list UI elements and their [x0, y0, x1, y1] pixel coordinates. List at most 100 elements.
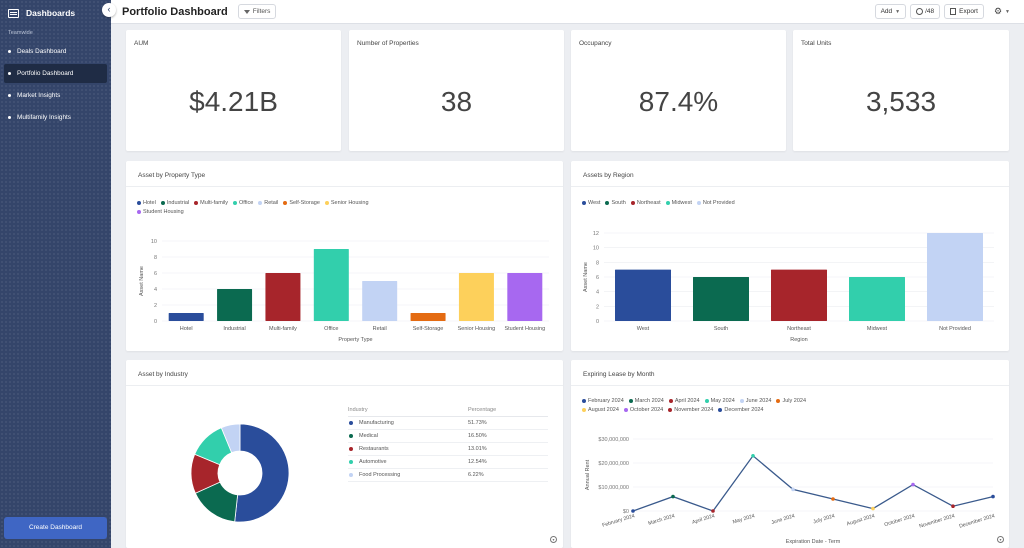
expiring-lease-chart: $0 $10,000,000 $20,000,000 $30,000,000 Febru…: [585, 437, 996, 545]
gear-icon: ⚙: [993, 6, 1003, 16]
bar[interactable]: [693, 277, 749, 321]
legend-item[interactable]: Northeast: [630, 198, 661, 207]
legend-item[interactable]: Retail: [258, 198, 278, 207]
data-point[interactable]: [991, 494, 995, 499]
data-point[interactable]: [711, 509, 715, 513]
bar[interactable]: [362, 281, 398, 321]
sidebar-item-portfolio[interactable]: Portfolio Dashboard: [4, 64, 107, 83]
legend-item[interactable]: Senior Housing: [324, 198, 369, 207]
bullet-icon: [8, 116, 11, 119]
x-tick-label: Northeast: [787, 326, 811, 332]
legend-item[interactable]: Self-Storage: [283, 198, 320, 207]
sidebar-item-deals[interactable]: Deals Dashboard: [4, 42, 107, 61]
sidebar-header: Dashboards: [0, 0, 111, 26]
x-tick-label: May 2024: [732, 513, 756, 525]
donut-slice[interactable]: [234, 423, 290, 523]
sidebar-item-label: Deals Dashboard: [17, 48, 67, 55]
bar[interactable]: [168, 313, 204, 321]
legend-item[interactable]: March 2024: [628, 396, 664, 405]
bar[interactable]: [927, 233, 983, 321]
filter-icon: [243, 9, 250, 14]
legend-item[interactable]: May 2024: [704, 396, 735, 405]
export-button[interactable]: Export: [944, 4, 984, 19]
y-tick-label: $30,000,000: [598, 437, 629, 443]
region-card: Assets by Region West South Northeast Midwe…: [571, 161, 1009, 351]
legend-label: June 2024: [745, 397, 772, 404]
donut-slice[interactable]: [220, 423, 241, 454]
legend-item[interactable]: Office: [232, 198, 253, 207]
collapse-sidebar-icon[interactable]: ‹: [102, 3, 116, 17]
data-point[interactable]: [951, 504, 955, 508]
bar[interactable]: [771, 269, 827, 321]
share-users-button[interactable]: /48: [910, 4, 941, 19]
legend-dot-icon: [696, 200, 701, 205]
industry-name: Medical: [359, 433, 378, 439]
legend-dot-icon: [349, 434, 353, 438]
bar[interactable]: [849, 277, 905, 321]
legend-dot-icon: [137, 209, 141, 214]
bar[interactable]: [615, 269, 671, 321]
table-row: Manufacturing 51.73%: [348, 417, 548, 430]
legend-item[interactable]: July 2024: [776, 396, 806, 405]
data-point[interactable]: [831, 497, 835, 501]
column-header-percentage: Percentage: [468, 406, 497, 413]
x-tick-label: November 2024: [919, 513, 956, 530]
bar[interactable]: [458, 273, 494, 321]
bar[interactable]: [507, 273, 543, 321]
legend-label: Hotel: [143, 199, 156, 206]
x-tick-label: Midwest: [867, 326, 888, 332]
legend-item[interactable]: Industrial: [160, 198, 189, 207]
create-dashboard-button[interactable]: Create Dashboard: [4, 517, 107, 539]
data-point[interactable]: [751, 454, 755, 458]
sidebar-item-multifamily-insights[interactable]: Multifamily Insights: [4, 108, 107, 127]
legend-item[interactable]: Midwest: [665, 198, 692, 207]
kpi-value: 3,533: [865, 86, 937, 117]
legend-item[interactable]: Hotel: [137, 198, 156, 207]
data-point[interactable]: [631, 509, 635, 513]
legend-item[interactable]: November 2024: [668, 405, 713, 414]
sidebar-item-market-insights[interactable]: Market Insights: [4, 86, 107, 105]
bar[interactable]: [217, 289, 253, 321]
legend-label: November 2024: [674, 406, 714, 413]
industry-donut-chart: [190, 423, 290, 523]
x-tick-label: July 2024: [813, 513, 836, 525]
legend-item[interactable]: February 2024: [582, 396, 624, 405]
filters-button[interactable]: Filters: [237, 4, 277, 19]
y-tick-label: 10: [151, 239, 157, 245]
industry-cell: Food Processing: [348, 472, 468, 478]
legend-dot-icon: [349, 460, 353, 464]
y-tick-label: 12: [593, 231, 599, 237]
legend-item[interactable]: West: [582, 198, 600, 207]
y-tick-label: $20,000,000: [598, 461, 629, 467]
add-button[interactable]: Add ▼: [874, 4, 907, 19]
data-point[interactable]: [911, 482, 915, 487]
industry-name: Food Processing: [359, 472, 401, 478]
settings-button[interactable]: ⚙ ▼: [987, 4, 1016, 19]
legend-item[interactable]: Not Provided: [696, 198, 735, 207]
legend-dot-icon: [232, 200, 237, 205]
legend-dot-icon: [776, 398, 781, 403]
legend-label: Multi-family: [200, 199, 228, 206]
column-header-industry: Industry: [348, 406, 368, 413]
info-icon[interactable]: ▾: [550, 536, 557, 543]
bar[interactable]: [410, 313, 446, 321]
legend-item[interactable]: October 2024: [623, 405, 663, 414]
data-point[interactable]: [671, 494, 675, 499]
data-point[interactable]: [791, 487, 795, 492]
legend-item[interactable]: June 2024: [739, 396, 772, 405]
legend-item[interactable]: April 2024: [668, 396, 700, 405]
legend-item[interactable]: August 2024: [582, 405, 619, 414]
info-icon[interactable]: ▾: [997, 536, 1004, 543]
legend-item[interactable]: Student Housing: [137, 207, 184, 216]
legend-item[interactable]: South: [605, 198, 626, 207]
x-tick-label: April 2024: [691, 513, 715, 526]
industry-cell: Manufacturing: [348, 420, 468, 426]
data-point[interactable]: [871, 506, 875, 511]
bar[interactable]: [313, 249, 349, 321]
card-title: Assets by Region: [583, 172, 634, 179]
legend-item[interactable]: Multi-family: [194, 198, 228, 207]
legend-item[interactable]: December 2024: [718, 405, 764, 414]
kpi-value: 38: [440, 86, 473, 117]
legend-dot-icon: [739, 398, 744, 403]
bar[interactable]: [265, 273, 301, 321]
